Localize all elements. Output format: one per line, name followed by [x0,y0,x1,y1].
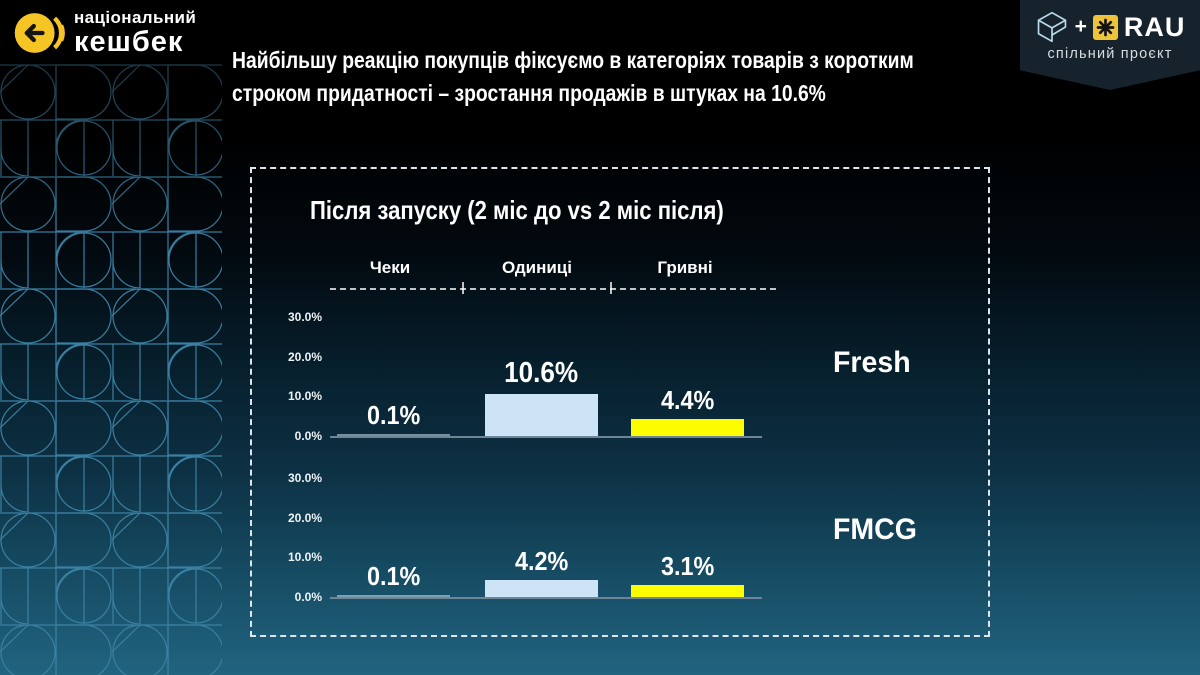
bar-value-label: 4.4% [660,384,715,415]
chart-panel: Після запуску (2 міс до vs 2 міс після) … [250,167,990,637]
y-tick: 10.0% [287,550,322,564]
y-tick: 0.0% [294,429,322,443]
partner-banner: + RAU спільний проєкт [1020,0,1200,90]
bar-value-label: 10.6% [504,356,579,389]
bar-cheky-fresh [337,434,450,436]
bar-group-hryvni-fresh: 4.4% [631,317,744,436]
rau-star-icon [1092,14,1118,40]
bar-cheky-fmcg [337,595,450,597]
bar-value-label: 3.1% [660,550,715,581]
y-tick: 20.0% [287,350,322,364]
brand-logo: національний кешбек [13,7,196,59]
headline-line1: Найбільшу реакцію покупців фіксуємо в ка… [232,47,914,73]
plus-sign: + [1074,15,1087,38]
column-header-odynytsi: Одиниці [502,258,572,277]
y-tick: 20.0% [287,511,322,525]
column-header-cheky: Чеки [369,258,411,277]
headline: Найбільшу реакцію покупців фіксуємо в ка… [232,44,914,110]
group-label-fmcg: FMCG [833,513,917,546]
bar-value-label: 0.1% [366,561,421,591]
y-tick: 10.0% [287,389,322,403]
bar-odynytsi-fmcg [485,580,598,597]
chart-fresh: 30.0% 20.0% 10.0% 0.0% 0.1% 10.6% 4.4% [288,310,762,443]
bar-value-label: 0.1% [366,400,421,430]
brand-line2: кешбек [74,25,184,58]
headline-line2: строком придатності – зростання продажів… [232,80,826,106]
bar-group-odynytsi-fmcg: 4.2% [485,478,598,597]
bar-group-cheky-fresh: 0.1% [337,317,450,436]
brand-line1: національний [74,7,197,27]
chart-fmcg: 30.0% 20.0% 10.0% 0.0% 0.1% 4.2% 3.1% [288,471,762,604]
rau-logo-text: RAU [1123,11,1186,42]
bar-group-cheky-fmcg: 0.1% [337,478,450,597]
cashback-cube-icon [1037,11,1066,43]
partner-logo-row: + RAU [1020,11,1200,43]
column-divider-tick [610,282,612,294]
column-header-hryvni: Гривні [657,258,713,277]
partner-subtitle: спільний проєкт [1047,46,1173,62]
group-label-fresh: Fresh [833,346,911,379]
bar-hryvni-fmcg [631,584,744,597]
cashback-coin-icon [14,13,65,53]
bar-odynytsi-fresh [485,393,598,436]
y-tick: 30.0% [287,310,322,324]
decorative-pattern [0,64,222,675]
bar-group-odynytsi-fresh: 10.6% [485,317,598,436]
column-divider-tick [462,282,464,294]
x-axis-line [330,436,762,438]
column-divider-line [330,288,776,290]
bar-group-hryvni-fmcg: 3.1% [631,478,744,597]
bar-value-label: 4.2% [514,546,569,577]
bar-hryvni-fresh [631,418,744,436]
y-tick: 0.0% [294,590,322,604]
y-tick: 30.0% [287,471,322,485]
chart-title: Після запуску (2 міс до vs 2 міс після) [310,195,724,225]
x-axis-line [330,597,762,599]
